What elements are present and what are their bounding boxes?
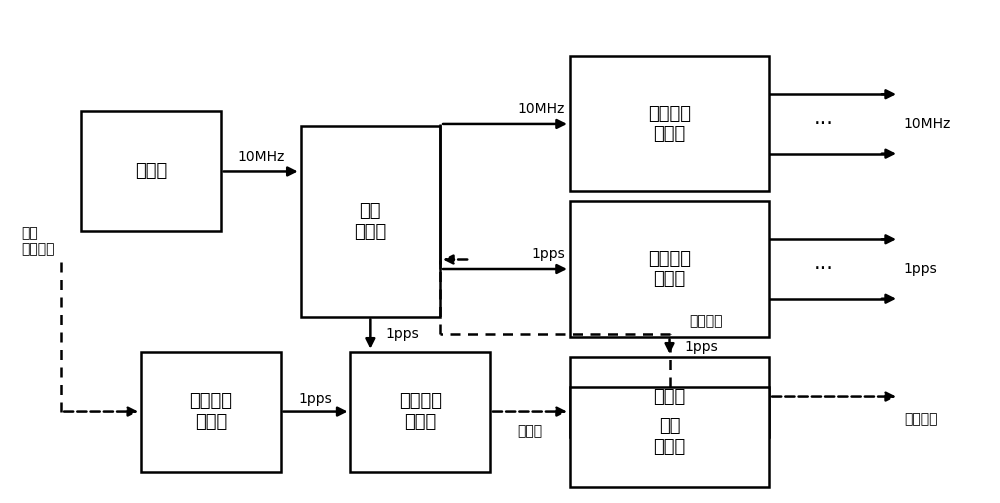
Bar <box>570 56 769 192</box>
Text: 时差値: 时差値 <box>517 425 542 439</box>
Text: 1pps: 1pps <box>385 327 419 341</box>
Bar <box>570 387 769 486</box>
Text: 时间信息: 时间信息 <box>904 412 937 426</box>
Text: 数字钟: 数字钟 <box>653 388 686 405</box>
Text: 相位
微调器: 相位 微调器 <box>354 202 386 241</box>
Text: 脉冲分配
放大器: 脉冲分配 放大器 <box>648 249 691 288</box>
Bar <box>350 352 490 472</box>
Text: 标准
时间信号: 标准 时间信号 <box>21 226 55 257</box>
Bar <box>301 126 440 316</box>
Text: 10MHz: 10MHz <box>904 117 951 131</box>
Text: 时间间隔
计数器: 时间间隔 计数器 <box>399 392 442 431</box>
Text: 1pps: 1pps <box>684 340 718 354</box>
Bar <box>81 112 221 231</box>
Text: 10MHz: 10MHz <box>517 102 565 116</box>
Text: 1pps: 1pps <box>531 247 565 261</box>
Bar <box>570 357 769 437</box>
Bar <box>570 202 769 337</box>
Text: 时间传递
接收机: 时间传递 接收机 <box>189 392 232 431</box>
Text: 控制
计算机: 控制 计算机 <box>653 417 686 456</box>
Text: 频率控制: 频率控制 <box>689 314 723 328</box>
Text: 频率分配
放大器: 频率分配 放大器 <box>648 105 691 143</box>
Bar <box>141 352 281 472</box>
Text: ···: ··· <box>814 259 834 279</box>
Text: ···: ··· <box>814 114 834 134</box>
Text: 1pps: 1pps <box>299 392 332 406</box>
Text: 10MHz: 10MHz <box>237 150 284 164</box>
Text: 原子钟: 原子钟 <box>135 162 167 181</box>
Text: 1pps: 1pps <box>904 262 938 276</box>
